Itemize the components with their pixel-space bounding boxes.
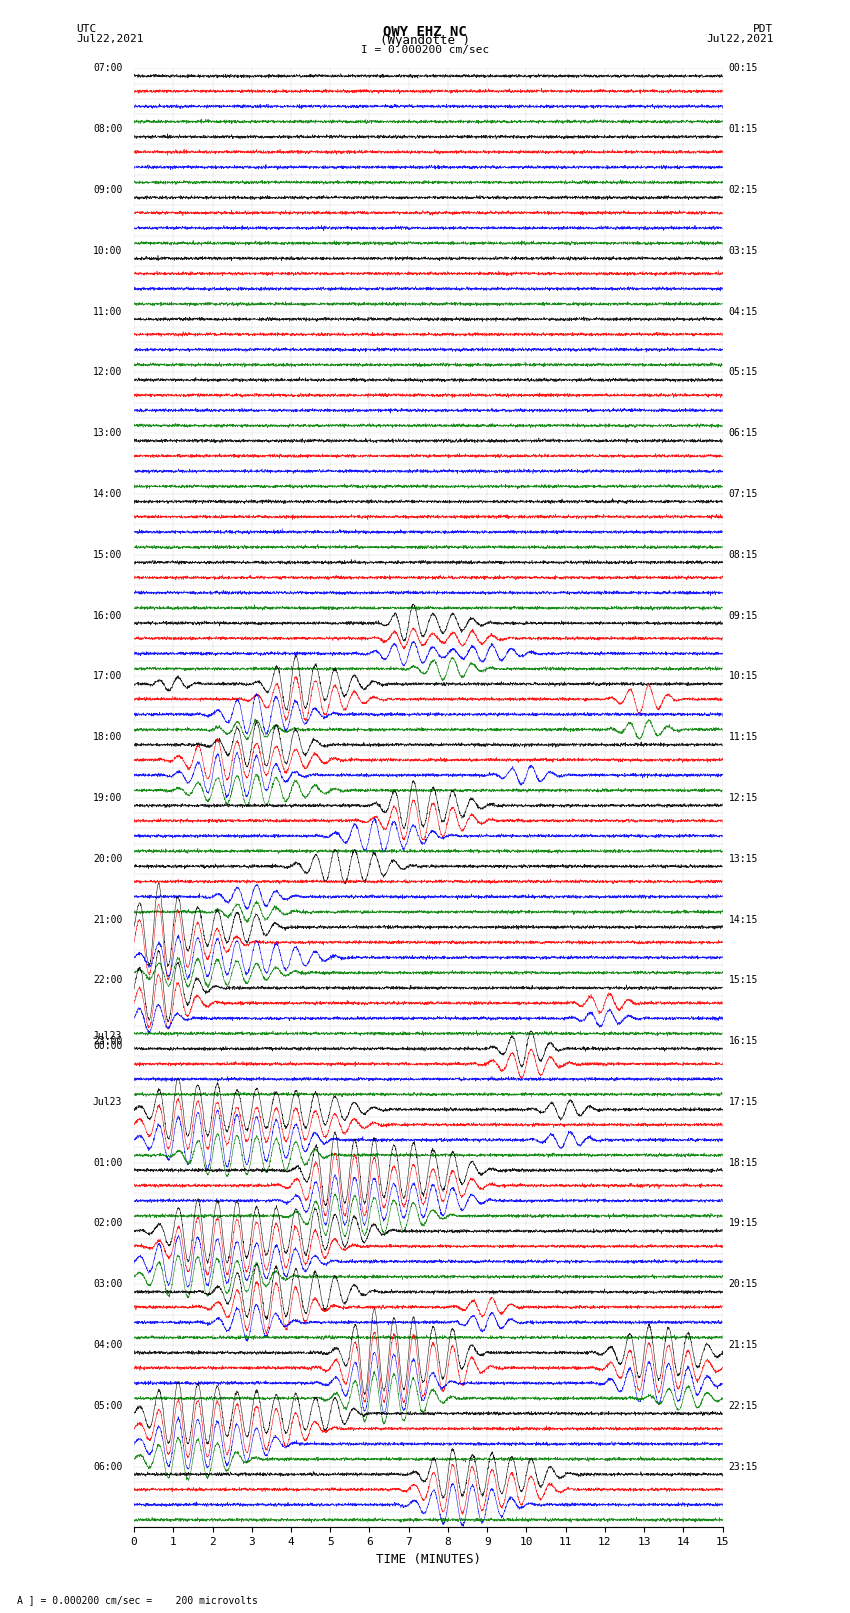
Text: 06:15: 06:15	[728, 427, 758, 439]
Text: 08:15: 08:15	[728, 550, 758, 560]
Text: 07:00: 07:00	[93, 63, 122, 73]
Text: 00:00: 00:00	[93, 1040, 122, 1052]
Text: 07:15: 07:15	[728, 489, 758, 498]
Text: 10:15: 10:15	[728, 671, 758, 681]
Text: 04:15: 04:15	[728, 306, 758, 316]
Text: Jul23: Jul23	[93, 1097, 122, 1107]
Text: 15:00: 15:00	[93, 550, 122, 560]
Text: 02:15: 02:15	[728, 185, 758, 195]
Text: 11:00: 11:00	[93, 306, 122, 316]
Text: I = 0.000200 cm/sec: I = 0.000200 cm/sec	[361, 45, 489, 55]
Text: 22:15: 22:15	[728, 1400, 758, 1411]
Text: Jul23: Jul23	[93, 1031, 122, 1040]
Text: 21:00: 21:00	[93, 915, 122, 924]
Text: 23:00: 23:00	[93, 1036, 122, 1047]
Text: 21:15: 21:15	[728, 1340, 758, 1350]
Text: 19:15: 19:15	[728, 1218, 758, 1229]
Text: 13:15: 13:15	[728, 853, 758, 863]
Text: 23:15: 23:15	[728, 1461, 758, 1471]
Text: 16:15: 16:15	[728, 1036, 758, 1047]
X-axis label: TIME (MINUTES): TIME (MINUTES)	[376, 1553, 481, 1566]
Text: 05:15: 05:15	[728, 368, 758, 377]
Text: 02:00: 02:00	[93, 1218, 122, 1229]
Text: 19:00: 19:00	[93, 794, 122, 803]
Text: 14:00: 14:00	[93, 489, 122, 498]
Text: A ] = 0.000200 cm/sec =    200 microvolts: A ] = 0.000200 cm/sec = 200 microvolts	[17, 1595, 258, 1605]
Text: 12:15: 12:15	[728, 794, 758, 803]
Text: 03:00: 03:00	[93, 1279, 122, 1289]
Text: 04:00: 04:00	[93, 1340, 122, 1350]
Text: 11:15: 11:15	[728, 732, 758, 742]
Text: 20:00: 20:00	[93, 853, 122, 863]
Text: 01:15: 01:15	[728, 124, 758, 134]
Text: 03:15: 03:15	[728, 245, 758, 256]
Text: 09:15: 09:15	[728, 611, 758, 621]
Text: 09:00: 09:00	[93, 185, 122, 195]
Text: 15:15: 15:15	[728, 976, 758, 986]
Text: 20:15: 20:15	[728, 1279, 758, 1289]
Text: 18:15: 18:15	[728, 1158, 758, 1168]
Text: UTC: UTC	[76, 24, 97, 34]
Text: 17:15: 17:15	[728, 1097, 758, 1107]
Text: 12:00: 12:00	[93, 368, 122, 377]
Text: 18:00: 18:00	[93, 732, 122, 742]
Text: 17:00: 17:00	[93, 671, 122, 681]
Text: 05:00: 05:00	[93, 1400, 122, 1411]
Text: 22:00: 22:00	[93, 976, 122, 986]
Text: 00:15: 00:15	[728, 63, 758, 73]
Text: 06:00: 06:00	[93, 1461, 122, 1471]
Text: 13:00: 13:00	[93, 427, 122, 439]
Text: 08:00: 08:00	[93, 124, 122, 134]
Text: PDT: PDT	[753, 24, 774, 34]
Text: 14:15: 14:15	[728, 915, 758, 924]
Text: (Wyandotte ): (Wyandotte )	[380, 34, 470, 47]
Text: Jul22,2021: Jul22,2021	[76, 34, 144, 44]
Text: 10:00: 10:00	[93, 245, 122, 256]
Text: 16:00: 16:00	[93, 611, 122, 621]
Text: Jul22,2021: Jul22,2021	[706, 34, 774, 44]
Text: 01:00: 01:00	[93, 1158, 122, 1168]
Text: QWY EHZ NC: QWY EHZ NC	[383, 24, 467, 39]
